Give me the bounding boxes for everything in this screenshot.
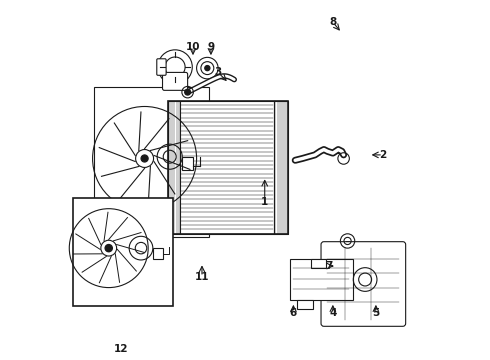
Text: 12: 12 <box>114 343 128 354</box>
Bar <box>153 248 163 259</box>
Text: 8: 8 <box>329 17 337 27</box>
Bar <box>353 275 365 284</box>
Bar <box>182 157 193 170</box>
Bar <box>297 300 313 309</box>
FancyBboxPatch shape <box>157 59 166 75</box>
Text: 9: 9 <box>207 42 215 52</box>
Text: 3: 3 <box>215 67 222 77</box>
Text: 7: 7 <box>325 261 333 271</box>
Bar <box>168 101 288 234</box>
Circle shape <box>105 244 112 252</box>
Bar <box>95 87 209 237</box>
Text: 5: 5 <box>372 308 380 318</box>
Text: 4: 4 <box>329 308 337 318</box>
Text: 11: 11 <box>195 272 209 282</box>
Bar <box>73 198 173 306</box>
Bar <box>180 101 274 234</box>
FancyBboxPatch shape <box>321 242 406 326</box>
Text: 2: 2 <box>379 150 387 160</box>
FancyBboxPatch shape <box>163 72 188 90</box>
Bar <box>168 101 180 234</box>
Text: 1: 1 <box>261 197 269 207</box>
Text: 10: 10 <box>186 42 200 52</box>
Text: 6: 6 <box>290 308 297 318</box>
Bar <box>274 101 288 234</box>
Circle shape <box>185 89 191 95</box>
Bar <box>311 259 326 268</box>
Circle shape <box>205 66 210 71</box>
Circle shape <box>141 155 148 162</box>
Bar <box>290 259 353 300</box>
